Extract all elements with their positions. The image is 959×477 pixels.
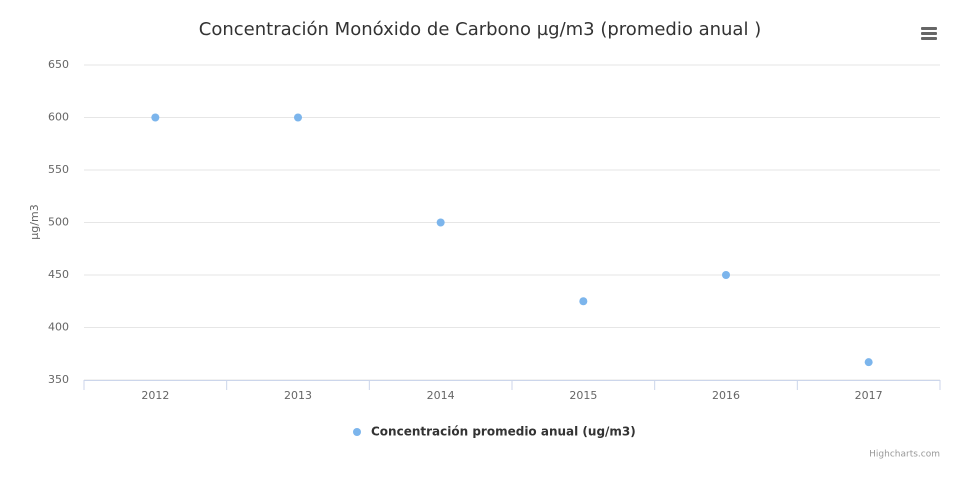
- y-axis-label: µg/m3: [28, 204, 41, 239]
- point: [722, 271, 730, 279]
- menu-bar: [921, 32, 937, 35]
- y-tick-label: 500: [48, 216, 69, 229]
- x-tick-label: 2017: [855, 389, 883, 402]
- y-tick-label: 550: [48, 163, 69, 176]
- credits[interactable]: Highcharts.com: [869, 450, 940, 460]
- x-tick-label: 2014: [427, 389, 455, 402]
- point: [864, 358, 873, 367]
- y-tick-label: 450: [48, 268, 69, 281]
- legend-label[interactable]: Concentración promedio anual (ug/m3): [371, 425, 636, 439]
- point: [294, 113, 302, 122]
- y-tick-label: 650: [48, 58, 69, 71]
- menu-button[interactable]: [915, 20, 941, 46]
- y-tick-label: 600: [48, 111, 69, 124]
- point: [436, 218, 445, 227]
- legend-marker[interactable]: [353, 428, 361, 436]
- y-tick-label: 400: [48, 321, 69, 334]
- x-tick-label: 2016: [712, 389, 740, 402]
- x-tick-label: 2012: [141, 389, 169, 402]
- menu-bar: [921, 27, 937, 30]
- chart-title: Concentración Monóxido de Carbono µg/m3 …: [199, 19, 761, 40]
- point: [579, 297, 588, 306]
- y-tick-label: 350: [48, 373, 69, 386]
- point: [151, 113, 160, 122]
- menu-bar: [921, 37, 937, 40]
- x-tick-label: 2013: [284, 389, 312, 402]
- x-tick-label: 2015: [569, 389, 597, 402]
